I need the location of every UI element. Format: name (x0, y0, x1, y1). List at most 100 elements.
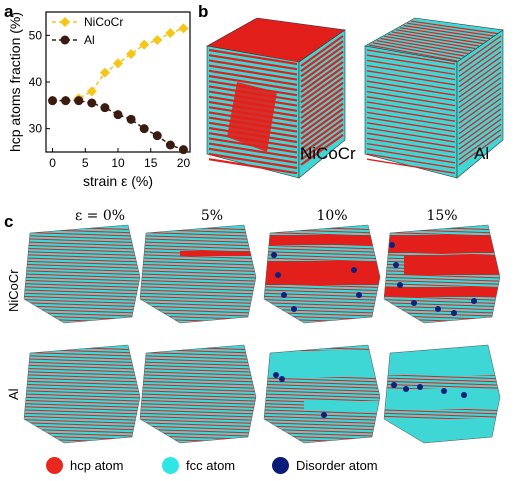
cube-stripe (300, 123, 344, 156)
legend-marker (60, 35, 70, 45)
grain-hcp-stripe (140, 406, 256, 412)
grain-hcp-stripe (140, 292, 256, 298)
grain-hcp-stripe (384, 452, 504, 456)
cube-stripe (366, 54, 456, 70)
data-point-al (87, 98, 97, 108)
grain-hcp-stripe (140, 355, 256, 361)
data-point-al (48, 96, 58, 106)
strain-label-15: 15% (426, 208, 458, 224)
grain-hcp-stripe (24, 367, 140, 373)
x-tick-label: 20 (177, 156, 191, 170)
grain-hcp-stripe (264, 302, 380, 308)
strain-label-10: 10% (316, 208, 348, 224)
cube-stripe (300, 102, 344, 135)
grain-hcp-stripe (24, 276, 140, 282)
cube-stripe (366, 148, 456, 164)
grain-hcp-stripe (24, 371, 140, 377)
grain-hcp-band (384, 287, 500, 297)
grain-hcp-stripe (384, 409, 500, 415)
cube-label-al: Al (474, 144, 490, 163)
grain-hcp-stripe (140, 328, 260, 332)
cube-stripe (237, 28, 325, 45)
cube-stripe (208, 142, 298, 159)
cube-stripe (366, 70, 456, 86)
grain-hcp-stripe (140, 241, 256, 247)
grain-hcp-stripe (140, 289, 256, 295)
grain-hcp-stripe (264, 254, 380, 260)
grain-hcp-stripe (264, 419, 380, 425)
cube-stripe (366, 90, 456, 107)
data-point-nicocr (178, 23, 189, 34)
data-point-al (139, 124, 149, 134)
grain-hcp-stripe (264, 308, 380, 314)
cube-stripe (458, 103, 502, 135)
grain-hcp-stripe (24, 387, 140, 393)
grain-hcp-stripe (140, 399, 256, 405)
grain-hcp-stripe (140, 286, 256, 292)
cube-stripe (300, 107, 344, 140)
cube-stripe (208, 64, 298, 81)
cube-stripe (218, 39, 307, 57)
cube-stripe (300, 55, 344, 88)
grain-disorder-cluster (441, 388, 447, 394)
legend-label: Al (84, 33, 95, 47)
cube-stripe (458, 82, 502, 114)
grain-hcp-stripe (140, 383, 256, 389)
grain-hcp-stripe (24, 390, 140, 396)
y-tick-label: 40 (29, 75, 43, 89)
grain-hcp-stripe (140, 367, 256, 373)
grain-hcp-stripe (140, 238, 256, 244)
cube-stripe (366, 111, 456, 128)
grain-hcp-stripe (140, 325, 260, 329)
grain-outline (383, 224, 501, 324)
strain-label-5: 5% (200, 208, 224, 224)
grain-hcp-stripe (24, 393, 140, 399)
grain-outline (263, 224, 381, 324)
grain-hcp-stripe (140, 448, 260, 452)
cube-stripe (458, 71, 502, 103)
grain-hcp-stripe (140, 260, 256, 266)
grain-hcp-band (264, 261, 380, 285)
grain-nicocr-0 (23, 224, 144, 336)
grain-hcp-stripe (140, 393, 256, 399)
grain-content (24, 345, 144, 456)
cube-stripe (230, 33, 318, 50)
legend-label: NiCoCr (84, 15, 123, 29)
cube-stripe (399, 27, 487, 42)
grain-hcp-stripe (140, 305, 256, 311)
grain-disorder-cluster (271, 252, 277, 258)
grain-hcp-stripe (264, 332, 384, 336)
grain-hcp-stripe (24, 295, 140, 301)
cube-stripe (366, 80, 456, 96)
cube-stripe (366, 106, 456, 122)
grain-hcp-stripe (24, 422, 140, 428)
legend-disorder-label: Disorder atom (296, 458, 378, 473)
cube-stripe (366, 101, 456, 117)
cube-stripe (245, 24, 333, 40)
grain-hcp-stripe (24, 286, 140, 292)
grain-hcp-stripe (24, 409, 140, 415)
cube-stripe (300, 66, 344, 99)
cube-stripe (458, 118, 502, 150)
grain-hcp-stripe (384, 383, 500, 389)
cube-stripe (388, 33, 476, 50)
grain-hcp-stripe (24, 406, 140, 412)
grain-content (140, 345, 260, 452)
grain-hcp-stripe (140, 380, 256, 386)
grain-disorder-cluster (461, 392, 467, 398)
cube-stripe (458, 134, 502, 166)
cube-stripe (366, 75, 456, 91)
grain-al-0 (23, 344, 144, 456)
legend-hcp-label: hcp atom (70, 458, 124, 473)
x-tick-label: 0 (49, 156, 56, 170)
grain-hcp-stripe (24, 332, 144, 336)
cube-stripe (458, 108, 502, 140)
grain-hcp-stripe (264, 390, 380, 396)
grain-hcp-stripe (24, 358, 140, 364)
grain-hcp-stripe (384, 412, 500, 418)
grain-disorder-cluster (291, 306, 297, 312)
cube-stripe (208, 147, 298, 164)
grain-hcp-stripe (140, 244, 256, 250)
grain-hcp-stripe (264, 428, 380, 434)
grain-hcp-stripe (24, 452, 144, 456)
